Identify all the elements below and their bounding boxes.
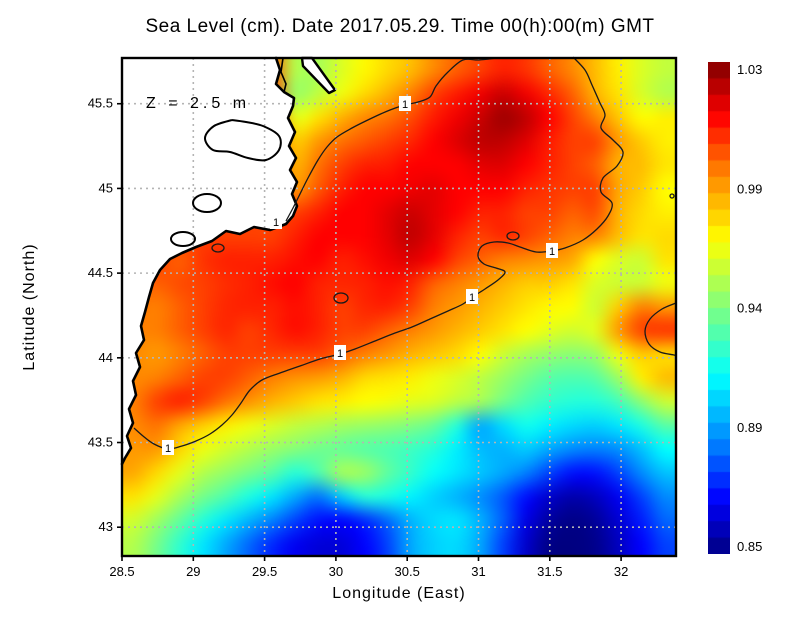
depth-annotation: Z = 2.5 m [146, 95, 251, 112]
contour-label-box [546, 243, 558, 258]
y-tick-label: 43 [99, 519, 113, 534]
x-tick-label: 28.5 [109, 564, 134, 579]
contour-line [644, 302, 677, 357]
x-tick-label: 31.5 [537, 564, 562, 579]
contour-label-box [334, 345, 346, 360]
contour-label: 1 [466, 289, 478, 304]
contour-label-text: 1 [549, 246, 555, 258]
land-area [122, 58, 297, 464]
contour-label: 1 [270, 214, 282, 229]
contour-label-text: 1 [273, 217, 279, 229]
x-axis-label: Longitude (East) [332, 585, 466, 602]
y-axis-label: Latitude (North) [21, 243, 38, 371]
lagoon-outline [204, 119, 282, 162]
contour-oval [506, 231, 520, 241]
colorbar-canvas [708, 62, 730, 554]
contour-label-box [399, 96, 411, 111]
contour-line [133, 56, 624, 450]
river-channel [280, 57, 287, 93]
contour-label-text: 1 [165, 443, 171, 455]
contour-label-text: 1 [402, 99, 408, 111]
contour-label: 1 [399, 96, 411, 111]
contour-label: 1 [334, 345, 346, 360]
contour-oval [211, 243, 225, 253]
contour-label-box [162, 440, 174, 455]
contour-oval [333, 292, 349, 304]
coastline [120, 56, 299, 466]
x-tick-label: 29 [186, 564, 200, 579]
x-tick-label: 29.5 [252, 564, 277, 579]
contour-label: 1 [546, 243, 558, 258]
colorbar-tick-label: 1.03 [737, 62, 762, 77]
contour-label: 1 [162, 440, 174, 455]
x-tick-label: 31 [471, 564, 485, 579]
contour-oval [669, 193, 675, 199]
coastal-spit [300, 56, 337, 95]
colorbar-tick-label: 0.85 [737, 539, 762, 554]
colorbar-tick-label: 0.94 [737, 301, 762, 316]
x-tick-label: 30 [329, 564, 343, 579]
plot-frame [120, 56, 678, 558]
chart-title: Sea Level (cm). Date 2017.05.29. Time 00… [145, 16, 655, 37]
colorbar-tick-label: 0.99 [737, 181, 762, 196]
y-tick-label: 45.5 [88, 96, 113, 111]
contour-line [285, 57, 498, 222]
lagoon-outline [192, 193, 222, 213]
contour-label-box [270, 214, 282, 229]
x-tick-label: 30.5 [395, 564, 420, 579]
y-tick-label: 45 [99, 180, 113, 195]
y-tick-label: 44.5 [88, 265, 113, 280]
contour-label-text: 1 [469, 292, 475, 304]
contour-label-text: 1 [337, 348, 343, 360]
lagoon-outline [170, 231, 196, 247]
x-tick-label: 32 [614, 564, 628, 579]
y-tick-label: 44 [99, 350, 113, 365]
colorbar-tick-label: 0.89 [737, 420, 762, 435]
contour-label-box [466, 289, 478, 304]
y-tick-label: 43.5 [88, 435, 113, 450]
